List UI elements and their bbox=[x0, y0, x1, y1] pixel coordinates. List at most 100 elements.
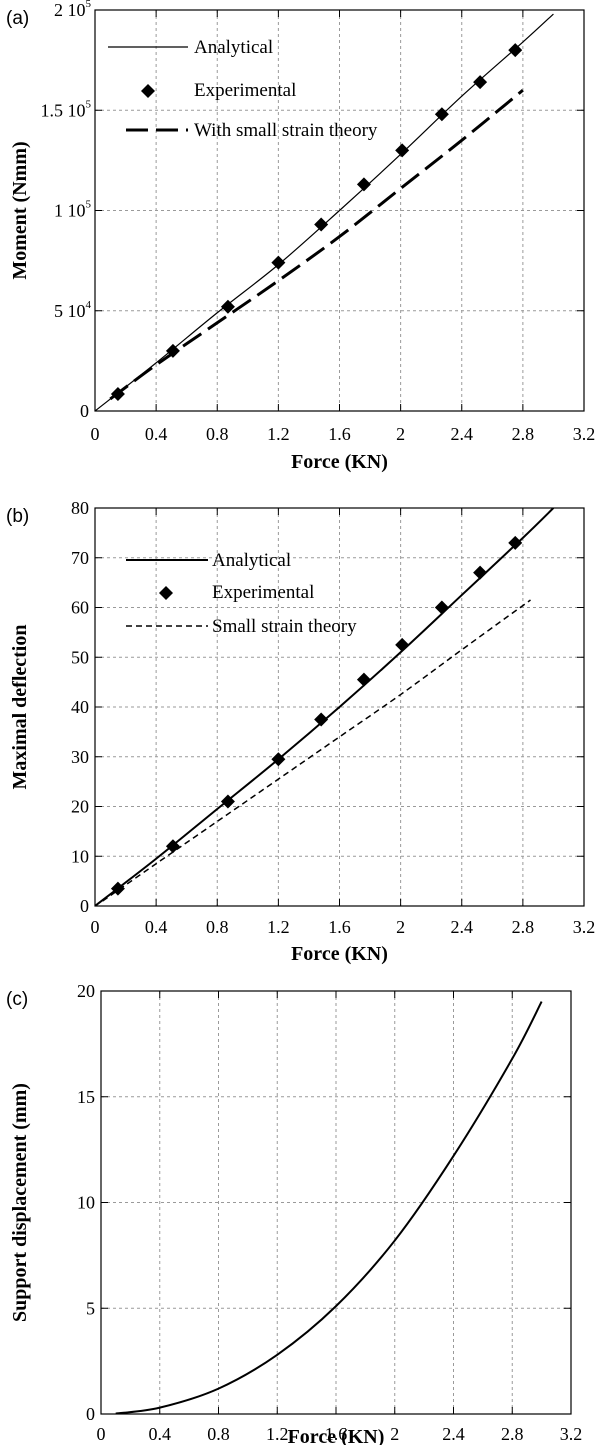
panel-label: (a) bbox=[6, 8, 29, 29]
x-tick-label: 1.6 bbox=[325, 1424, 348, 1444]
legend-label: Analytical bbox=[194, 37, 273, 58]
legend-marker bbox=[141, 84, 155, 98]
x-tick-label: 0.8 bbox=[207, 1424, 230, 1444]
y-tick-label: 40 bbox=[71, 697, 89, 717]
y-tick-label: 1.5 105 bbox=[41, 98, 92, 120]
y-tick-label: 0 bbox=[80, 401, 89, 421]
data-point bbox=[473, 565, 488, 580]
y-tick-label: 0 bbox=[80, 896, 89, 916]
x-tick-label: 2.4 bbox=[451, 424, 474, 444]
x-tick-label: 1.2 bbox=[267, 917, 290, 937]
legend-entry: Analytical bbox=[126, 550, 291, 571]
data-point bbox=[473, 75, 488, 90]
y-axis-title: Maximal deflection bbox=[9, 625, 31, 790]
x-tick-label: 3.2 bbox=[573, 424, 596, 444]
x-tick-label: 0 bbox=[91, 424, 100, 444]
legend-marker bbox=[159, 586, 173, 600]
legend-label: Experimental bbox=[194, 80, 296, 101]
series-analytical bbox=[95, 508, 555, 906]
y-axis-title: Support displacement (mm) bbox=[9, 1083, 31, 1322]
y-tick-label: 60 bbox=[71, 598, 89, 618]
data-point bbox=[356, 177, 371, 192]
x-tick-label: 1.6 bbox=[328, 917, 351, 937]
x-tick-label: 2.8 bbox=[501, 1424, 524, 1444]
series-small-strain-theory bbox=[102, 599, 531, 902]
x-tick-label: 2.4 bbox=[451, 917, 474, 937]
chart-panel-b: (b) 0 0.4 0.8 1.2 1.6 2 2.4 2.8 3.2 0 10 20 30 40 50 60 7… bbox=[6, 498, 595, 965]
x-tick-label: 3.2 bbox=[573, 917, 596, 937]
y-tick-label: 20 bbox=[71, 797, 89, 817]
data-point bbox=[314, 712, 329, 727]
x-tick-label: 2 bbox=[396, 424, 405, 444]
x-tick-label: 2.8 bbox=[512, 917, 535, 937]
data-point bbox=[271, 255, 286, 270]
x-tick-label: 0.8 bbox=[206, 917, 229, 937]
data-point bbox=[434, 600, 449, 615]
x-tick-label: 0.4 bbox=[149, 1424, 172, 1444]
x-tick-label: 1.2 bbox=[267, 424, 290, 444]
y-tick-label: 70 bbox=[71, 548, 89, 568]
x-tick-label: 0.4 bbox=[145, 917, 168, 937]
legend-label: Experimental bbox=[212, 582, 314, 603]
data-point bbox=[508, 535, 523, 550]
legend-label: Analytical bbox=[212, 550, 291, 571]
panel-label: (b) bbox=[6, 506, 29, 527]
x-axis-title: Force (KN) bbox=[291, 943, 388, 965]
x-axis-title: Force (KN) bbox=[291, 451, 388, 473]
data-point bbox=[508, 43, 523, 58]
x-tick-label: 0 bbox=[91, 917, 100, 937]
data-point bbox=[395, 637, 410, 652]
y-tick-label: 5 104 bbox=[54, 299, 92, 321]
y-tick-label: 80 bbox=[71, 498, 89, 518]
legend-entry: Experimental bbox=[159, 582, 314, 603]
x-tick-label: 0.8 bbox=[206, 424, 229, 444]
series-with-small-strain-theory bbox=[109, 89, 524, 401]
y-tick-label: 5 bbox=[86, 1298, 95, 1318]
y-tick-label: 2 105 bbox=[54, 0, 92, 20]
series-curve bbox=[115, 1001, 543, 1414]
x-tick-label: 2.8 bbox=[512, 424, 535, 444]
series-experimental bbox=[110, 535, 523, 896]
y-axis-title: Moment (Nmm) bbox=[9, 141, 31, 279]
chart-panel-c: (c) 0 0.4 0.8 1.2 1.6 2 2.4 2.8 3.2 0 5 10 15 20 Force … bbox=[6, 981, 582, 1445]
data-point bbox=[434, 107, 449, 122]
chart-panel-a: (a) 0 0.4 0.8 1.2 1.6 2 2.4 2.8 3.2 0 5 104 1 105 1.5… bbox=[6, 0, 595, 473]
x-tick-label: 0.4 bbox=[145, 424, 168, 444]
legend-label: With small strain theory bbox=[194, 120, 378, 141]
data-point bbox=[356, 672, 371, 687]
series-line bbox=[95, 13, 554, 411]
series-line bbox=[109, 89, 524, 401]
y-tick-label: 20 bbox=[77, 981, 95, 1001]
x-tick-label: 2 bbox=[396, 917, 405, 937]
series-line bbox=[95, 508, 555, 906]
panel-label: (c) bbox=[6, 989, 28, 1010]
x-tick-label: 2 bbox=[390, 1424, 399, 1444]
x-tick-label: 2.4 bbox=[442, 1424, 465, 1444]
y-tick-label: 30 bbox=[71, 747, 89, 767]
data-point bbox=[271, 752, 286, 767]
data-point bbox=[395, 143, 410, 158]
legend-entry: Small strain theory bbox=[126, 616, 357, 637]
y-tick-label: 50 bbox=[71, 647, 89, 667]
y-tick-label: 10 bbox=[77, 1193, 95, 1213]
x-tick-label: 3.2 bbox=[560, 1424, 583, 1444]
series-analytical bbox=[95, 13, 554, 411]
legend-entry: With small strain theory bbox=[126, 120, 378, 141]
y-tick-label: 0 bbox=[86, 1404, 95, 1424]
x-axis-title: Force (KN) bbox=[288, 1426, 385, 1445]
data-point bbox=[220, 794, 235, 809]
x-tick-label: 1.6 bbox=[328, 424, 351, 444]
series-line bbox=[102, 599, 531, 902]
data-point bbox=[314, 217, 329, 232]
y-tick-label: 10 bbox=[71, 846, 89, 866]
y-tick-label: 15 bbox=[77, 1087, 95, 1107]
legend-entry: Analytical bbox=[108, 37, 273, 58]
series-line bbox=[115, 1001, 543, 1414]
y-tick-label: 1 105 bbox=[54, 199, 92, 221]
x-tick-label: 1.2 bbox=[266, 1424, 289, 1444]
legend-label: Small strain theory bbox=[212, 616, 357, 637]
data-point bbox=[220, 299, 235, 314]
legend-entry: Experimental bbox=[141, 80, 296, 101]
x-tick-label: 0 bbox=[97, 1424, 106, 1444]
